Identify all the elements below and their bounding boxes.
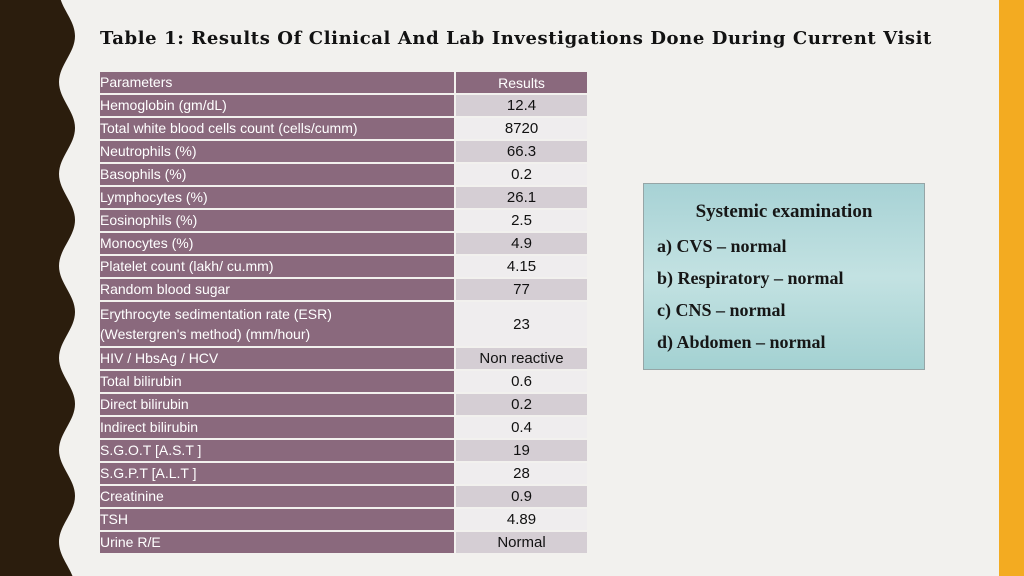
result-cell: 12.4 [456, 95, 587, 116]
parameter-cell: Urine R/E [100, 532, 454, 553]
exam-item-respiratory: b) Respiratory – normal [657, 268, 844, 288]
parameter-cell: Eosinophils (%) [100, 210, 454, 231]
parameter-cell: Basophils (%) [100, 164, 454, 185]
table-row: TSH 4.89 [100, 509, 587, 530]
table-row: Hemoglobin (gm/dL) 12.4 [100, 95, 587, 116]
parameter-cell: Lymphocytes (%) [100, 187, 454, 208]
table-row: Neutrophils (%) 66.3 [100, 141, 587, 162]
parameter-cell: HIV / HbsAg / HCV [100, 348, 454, 369]
table-row: Total bilirubin 0.6 [100, 371, 587, 392]
table-row: S.G.P.T [A.L.T ] 28 [100, 463, 587, 484]
exam-items-list: a) CVS – normal b) Respiratory – normal … [644, 230, 924, 358]
result-cell: 0.2 [456, 164, 587, 185]
table-row: Indirect bilirubin 0.4 [100, 417, 587, 438]
result-cell: Non reactive [456, 348, 587, 369]
parameter-cell: TSH [100, 509, 454, 530]
result-cell: 4.15 [456, 256, 587, 277]
exam-box-title: Systemic examination [695, 201, 873, 222]
table-row: Direct bilirubin 0.2 [100, 394, 587, 415]
parameter-cell: Indirect bilirubin [100, 417, 454, 438]
result-cell: 4.89 [456, 509, 587, 530]
parameter-cell: Monocytes (%) [100, 233, 454, 254]
table-row: HIV / HbsAg / HCV Non reactive [100, 348, 587, 369]
right-accent-bar [999, 0, 1024, 576]
parameter-cell: S.G.O.T [A.S.T ] [100, 440, 454, 461]
result-cell: 0.6 [456, 371, 587, 392]
exam-item-cvs: a) CVS – normal [657, 236, 787, 256]
parameter-cell: Total bilirubin [100, 371, 454, 392]
table-row: Platelet count (lakh/ cu.mm) 4.15 [100, 256, 587, 277]
table-row: Creatinine 0.9 [100, 486, 587, 507]
result-cell: 4.9 [456, 233, 587, 254]
result-cell: Normal [456, 532, 587, 553]
result-cell: 19 [456, 440, 587, 461]
table-row: Total white blood cells count (cells/cum… [100, 118, 587, 139]
result-cell: 26.1 [456, 187, 587, 208]
result-cell: 0.2 [456, 394, 587, 415]
result-cell: 23 [456, 302, 587, 346]
result-cell: 28 [456, 463, 587, 484]
parameter-line-1: Erythrocyte sedimentation rate (ESR) [100, 306, 332, 322]
left-wave-decoration [0, 0, 75, 576]
table-row: Urine R/E Normal [100, 532, 587, 553]
systemic-examination-box: Systemic examination a) CVS – normal b) … [643, 183, 925, 370]
table-row: Random blood sugar 77 [100, 279, 587, 300]
results-header-cell: Results [456, 72, 587, 93]
parameter-cell: Random blood sugar [100, 279, 454, 300]
exam-item-abdomen: d) Abdomen – normal [657, 332, 826, 352]
table-row: Erythrocyte sedimentation rate (ESR) (We… [100, 302, 587, 346]
result-cell: 77 [456, 279, 587, 300]
parameter-cell: Erythrocyte sedimentation rate (ESR) (We… [100, 302, 454, 346]
result-cell: 0.4 [456, 417, 587, 438]
parameter-cell: Hemoglobin (gm/dL) [100, 95, 454, 116]
parameter-cell: S.G.P.T [A.L.T ] [100, 463, 454, 484]
result-cell: 2.5 [456, 210, 587, 231]
slide-title: Table 1: Results Of Clinical And Lab Inv… [100, 28, 932, 49]
parameter-cell: Creatinine [100, 486, 454, 507]
table-row: Basophils (%) 0.2 [100, 164, 587, 185]
table-row: Eosinophils (%) 2.5 [100, 210, 587, 231]
parameter-line-2: (Westergren's method) (mm/hour) [100, 326, 311, 342]
table-row: S.G.O.T [A.S.T ] 19 [100, 440, 587, 461]
parameters-header-cell: Parameters [100, 72, 454, 93]
exam-item-cns: c) CNS – normal [657, 300, 786, 320]
table-row: Monocytes (%) 4.9 [100, 233, 587, 254]
table-header-row: Parameters Results [100, 72, 587, 93]
table-row: Lymphocytes (%) 26.1 [100, 187, 587, 208]
result-cell: 8720 [456, 118, 587, 139]
parameter-cell: Direct bilirubin [100, 394, 454, 415]
parameter-cell: Total white blood cells count (cells/cum… [100, 118, 454, 139]
result-cell: 66.3 [456, 141, 587, 162]
parameter-cell: Neutrophils (%) [100, 141, 454, 162]
result-cell: 0.9 [456, 486, 587, 507]
lab-results-table: Parameters Results Hemoglobin (gm/dL) 12… [98, 70, 589, 555]
parameter-cell: Platelet count (lakh/ cu.mm) [100, 256, 454, 277]
